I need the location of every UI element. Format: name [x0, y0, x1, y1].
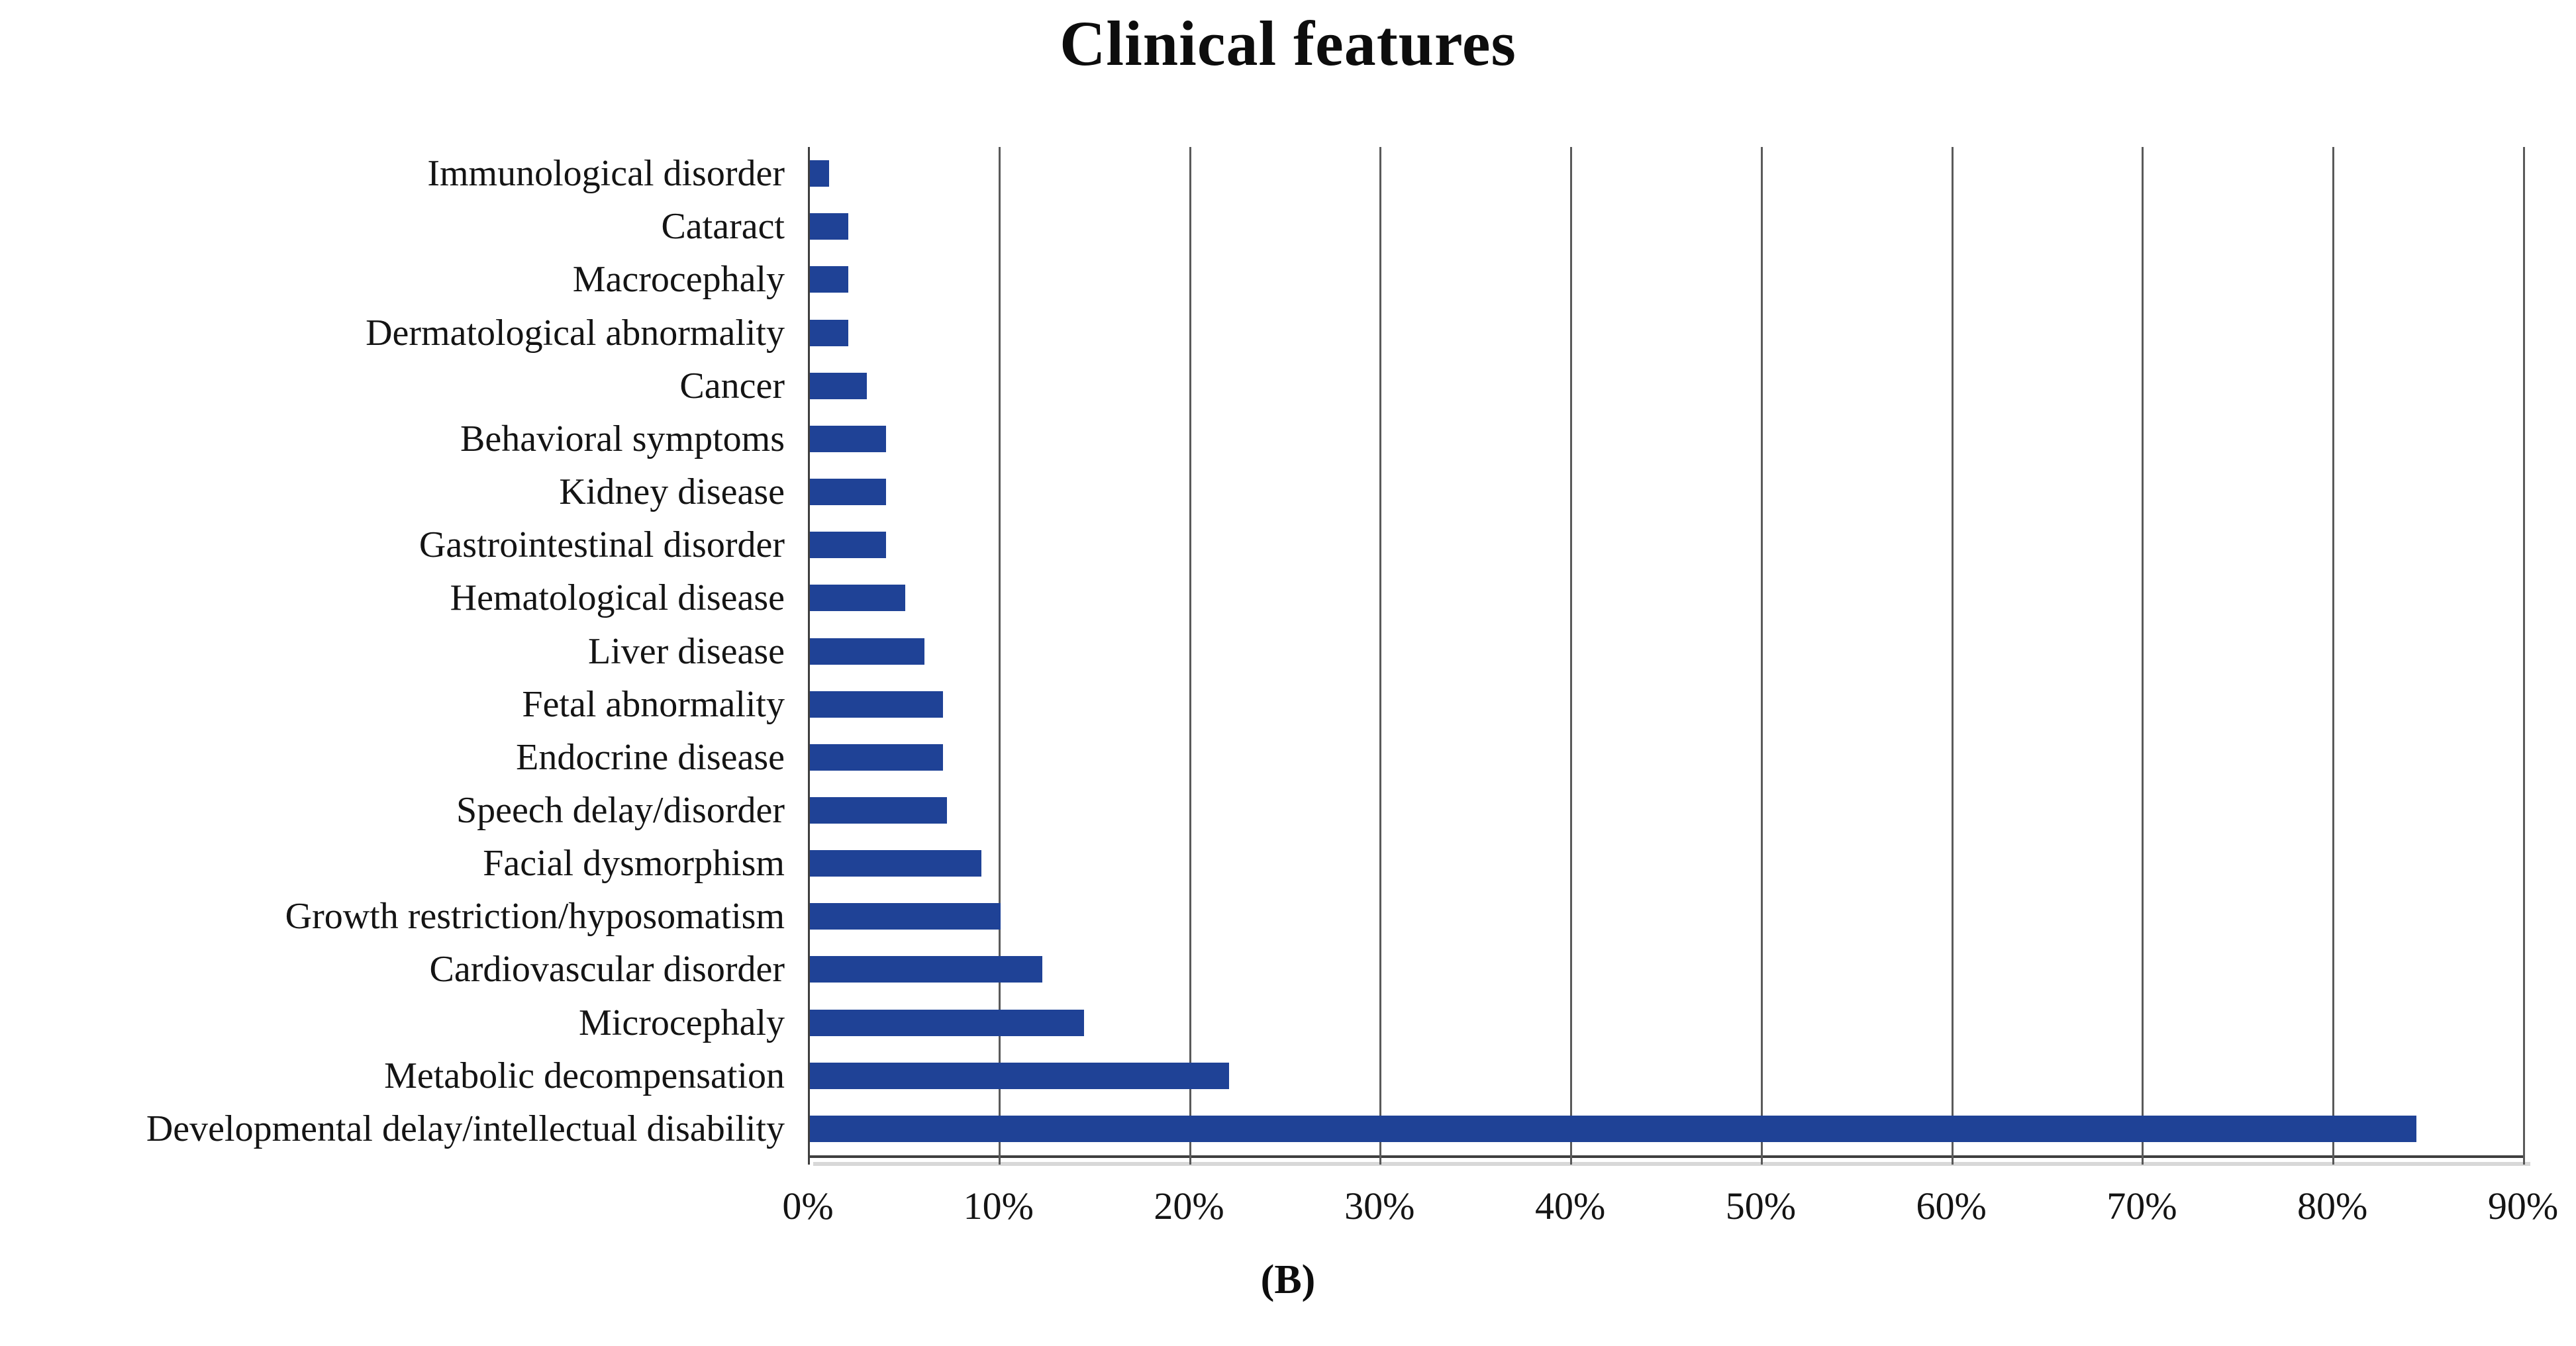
bar — [810, 744, 944, 771]
category-label: Growth restriction/hyposomatism — [285, 896, 785, 937]
bar — [810, 903, 1001, 930]
category-label: Metabolic decompensation — [384, 1055, 785, 1096]
category-label: Developmental delay/intellectual disabil… — [146, 1108, 785, 1149]
bar — [810, 532, 887, 559]
category-label: Hematological disease — [450, 577, 785, 619]
x-tick-label: 10% — [963, 1184, 1034, 1227]
x-axis-shadow — [813, 1162, 2530, 1166]
bar — [810, 956, 1043, 983]
gridline — [1189, 147, 1191, 1165]
x-tick-label: 0% — [782, 1184, 834, 1227]
chart-title: Clinical features — [1060, 8, 1516, 79]
bar — [810, 425, 887, 452]
category-label: Dermatological abnormality — [366, 312, 785, 354]
bar — [810, 1062, 1230, 1089]
category-label: Cardiovascular disorder — [429, 949, 785, 990]
bar — [810, 319, 848, 346]
gridline — [2142, 147, 2144, 1165]
x-tick-label: 80% — [2297, 1184, 2368, 1227]
x-tick-label: 60% — [1916, 1184, 1987, 1227]
x-tick-label: 90% — [2487, 1184, 2559, 1227]
x-axis-line — [808, 1155, 2525, 1158]
x-tick-label: 20% — [1154, 1184, 1224, 1227]
bar — [810, 479, 887, 506]
category-label: Liver disease — [588, 630, 785, 672]
gridline — [1951, 147, 1954, 1165]
bar — [810, 266, 848, 293]
category-label: Macrocephaly — [572, 259, 785, 301]
x-tick-label: 70% — [2106, 1184, 2177, 1227]
category-label: Microcephaly — [579, 1002, 785, 1043]
category-label: Facial dysmorphism — [483, 843, 785, 885]
y-axis-line — [808, 147, 810, 1165]
category-label: Fetal abnormality — [522, 683, 785, 725]
gridline — [1760, 147, 1763, 1165]
bar — [810, 1009, 1085, 1036]
bar — [810, 585, 905, 612]
gridline — [2523, 147, 2525, 1165]
category-label: Gastrointestinal disorder — [419, 524, 785, 566]
bar — [810, 213, 848, 240]
bar — [810, 160, 829, 187]
gridline — [1570, 147, 1573, 1165]
gridline — [2332, 147, 2335, 1165]
category-label: Immunological disorder — [427, 153, 785, 195]
category-label: Cataract — [661, 206, 785, 248]
category-label: Speech delay/disorder — [456, 789, 785, 831]
x-tick-label: 50% — [1725, 1184, 1797, 1227]
bar — [810, 691, 944, 718]
bar — [810, 796, 948, 824]
x-tick-label: 40% — [1534, 1184, 1606, 1227]
category-label: Behavioral symptoms — [460, 418, 785, 459]
bar — [810, 638, 924, 665]
category-label: Kidney disease — [559, 471, 785, 513]
gridline — [1379, 147, 1382, 1165]
plot-area — [808, 147, 2530, 1166]
bar — [810, 850, 981, 877]
bar — [810, 1115, 2416, 1142]
figure-panel-label: (B) — [1260, 1257, 1316, 1302]
bar — [810, 372, 867, 399]
category-label: Cancer — [679, 365, 785, 407]
x-tick-label: 30% — [1344, 1184, 1415, 1227]
category-label: Endocrine disease — [516, 736, 785, 778]
gridline — [998, 147, 1001, 1165]
